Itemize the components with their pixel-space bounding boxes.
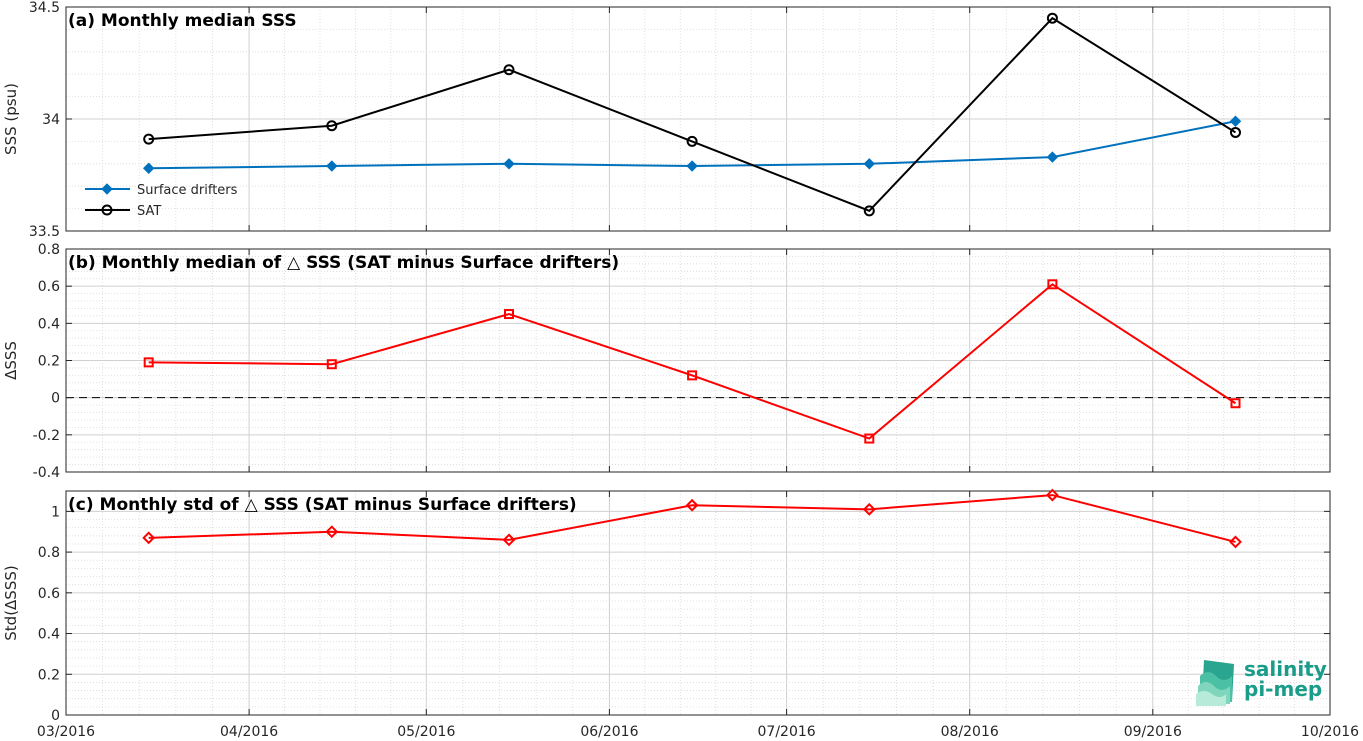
y-tick-label: 34.5 [29, 0, 60, 16]
x-tick-label: 03/2016 [37, 724, 95, 740]
series-line [148, 494, 1236, 543]
legend: Surface drifters SAT [85, 183, 238, 219]
y-tick-label: 0.4 [38, 316, 60, 332]
x-tick-label: 04/2016 [220, 724, 278, 740]
data-point-2 [503, 64, 515, 76]
data-point-4 [863, 205, 875, 217]
y-tick-label: 0.2 [38, 667, 60, 683]
panel-title: (c) Monthly std of △ SSS (SAT minus Surf… [68, 495, 577, 515]
y-tick-label: -0.2 [33, 428, 60, 444]
data-point-0 [143, 133, 155, 145]
data-point-2 [502, 533, 516, 547]
y-tick-label: 0 [51, 708, 60, 724]
data-point-3 [687, 370, 698, 381]
panel-b: -0.4 -0.2 0 0.2 0.4 0.6 0.8 ΔSSS (b) Monthly med… [2, 242, 1331, 481]
series-sat [143, 12, 1241, 217]
y-tick-label: 33.5 [29, 224, 60, 240]
y-axis-label: ΔSSS [2, 341, 20, 380]
data-point-2 [503, 309, 514, 320]
x-tick-label: 08/2016 [941, 724, 999, 740]
data-point-5 [1045, 488, 1059, 502]
data-point-6 [1229, 535, 1242, 549]
wave-logo-icon [1196, 660, 1234, 706]
y-tick-label: 0.4 [38, 627, 60, 643]
logo-line2: pi-mep [1244, 677, 1323, 701]
x-tick-label: 07/2016 [758, 724, 816, 740]
y-axis-label: SSS (psu) [2, 83, 20, 155]
data-point-3 [686, 135, 698, 147]
data-point-1 [326, 120, 338, 132]
series-surface-drifters [142, 115, 1242, 174]
axes-box [65, 490, 1331, 716]
y-tick-label: 0.8 [38, 242, 60, 258]
panel-a: 33.5 34 34.5 SSS (psu) (a) Monthly median SS… [2, 0, 1331, 240]
series-delta-0 [142, 488, 1242, 549]
series-delta-0 [143, 279, 1241, 444]
x-tick-label: 06/2016 [580, 724, 638, 740]
data-point-legend-1 [101, 204, 113, 216]
data-point-4 [863, 158, 875, 170]
y-axis-label: Std(ΔSSS) [2, 565, 20, 640]
data-point-5 [1047, 279, 1058, 290]
data-point-2 [503, 158, 515, 170]
y-tick-label: 0.8 [38, 545, 60, 561]
series-line [148, 16, 1237, 213]
y-tick-label: 0.6 [38, 279, 60, 295]
plot-area [66, 491, 1330, 715]
panel-title: (b) Monthly median of △ SSS (SAT minus S… [68, 253, 619, 273]
data-point-1 [325, 525, 339, 539]
data-point-3 [685, 498, 699, 512]
data-point-3 [686, 160, 698, 172]
data-point-1 [326, 160, 338, 172]
data-point-0 [143, 357, 154, 368]
data-point-4 [862, 502, 876, 516]
x-tick-label: 09/2016 [1124, 724, 1182, 740]
y-tick-label: -0.4 [33, 465, 60, 481]
data-point-6 [1229, 126, 1241, 138]
data-point-1 [326, 359, 337, 370]
x-tick-label: 10/2016 [1301, 724, 1359, 740]
data-point-0 [142, 162, 155, 174]
legend-label: Surface drifters [137, 183, 238, 198]
y-tick-label: 0.6 [38, 586, 60, 602]
data-point-legend-0 [101, 183, 113, 195]
data-point-5 [1046, 151, 1059, 163]
panel-title: (a) Monthly median SSS [68, 11, 297, 31]
legend-label: SAT [137, 204, 161, 219]
data-point-4 [864, 433, 875, 444]
data-point-6 [1230, 398, 1241, 409]
y-tick-label: 1 [51, 504, 60, 520]
data-point-5 [1046, 12, 1058, 24]
data-point-6 [1229, 115, 1242, 127]
x-tick-label: 05/2016 [397, 724, 455, 740]
panel-c: 0 0.2 0.4 0.6 0.8 1 Std(ΔSSS) (c) Monthly std o… [2, 488, 1331, 724]
y-tick-label: 0.2 [38, 354, 60, 370]
y-tick-label: 0 [51, 391, 60, 407]
data-point-0 [142, 531, 156, 545]
series-line [148, 283, 1237, 440]
logo: salinity pi-mep [1196, 657, 1327, 706]
y-tick-label: 34 [42, 112, 60, 128]
logo-line1: salinity [1244, 657, 1327, 681]
